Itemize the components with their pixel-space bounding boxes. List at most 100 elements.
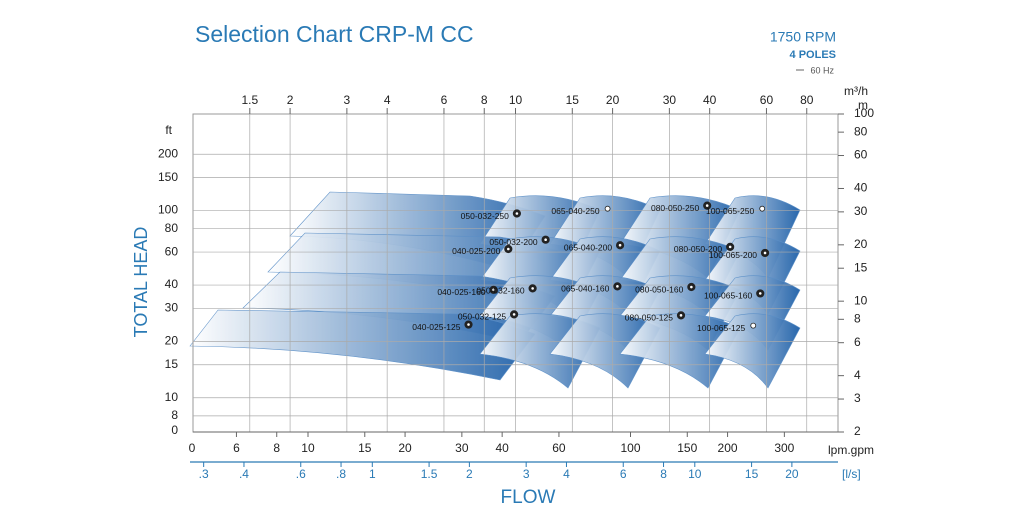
x-axis-label: FLOW <box>501 487 556 508</box>
y-tick-label: 80 <box>854 124 868 138</box>
poles: 4 POLES <box>790 49 836 61</box>
pump-region <box>704 313 801 389</box>
x3-tick-label: 6 <box>620 467 627 481</box>
frequency: 60 Hz <box>810 65 834 75</box>
y2-tick-label: 150 <box>158 170 178 184</box>
x3-tick-label: 1 <box>369 467 376 481</box>
x-tick-label: 3 <box>344 93 351 107</box>
pump-marker-ring <box>618 243 622 247</box>
pump-marker-ring <box>512 313 516 316</box>
x3-tick-label: .4 <box>239 467 249 481</box>
x3-tick-label: 2 <box>466 467 473 481</box>
pump-marker <box>604 205 611 212</box>
y2-tick-label: 80 <box>165 221 179 235</box>
x3-tick-label: 8 <box>660 467 667 481</box>
pump-label: 100-065-200 <box>709 250 757 260</box>
pump-marker-ring <box>492 288 495 292</box>
pump-label: 050-032-200 <box>489 237 537 247</box>
x-tick-label: 40 <box>703 93 717 107</box>
y2-tick-label: 20 <box>165 334 179 348</box>
x2-tick-label: 40 <box>495 441 509 455</box>
y-tick-label: 20 <box>854 237 868 251</box>
pump-marker-ring <box>616 285 619 288</box>
y-tick-label: 40 <box>854 181 868 195</box>
pump-marker <box>750 322 757 329</box>
x3-tick-label: 15 <box>745 467 759 481</box>
pump-marker-ring <box>515 212 519 215</box>
pump-label: 050-032-160 <box>476 286 524 296</box>
y-axis-label: TOTAL HEAD <box>131 227 151 338</box>
y2-unit: ft <box>165 123 172 137</box>
pump-label: 100-065-250 <box>706 206 754 216</box>
y-tick-label: 6 <box>854 335 861 349</box>
x-tick-label: 30 <box>663 93 677 107</box>
pump-region <box>189 309 536 381</box>
x3-tick-label: 3 <box>523 467 530 481</box>
x2-tick-label: 10 <box>301 441 315 455</box>
pump-label: 040-025-160 <box>437 287 485 297</box>
y-tick-label: 15 <box>854 260 868 274</box>
x3-tick-label: 10 <box>688 467 702 481</box>
x2-tick-label: 150 <box>677 441 697 455</box>
pump-label: 050-032-250 <box>461 211 509 221</box>
pump-marker-ring <box>705 204 709 207</box>
y2-tick-label: 15 <box>165 357 179 371</box>
pump-marker-ring <box>467 323 470 326</box>
x2-tick-label: 30 <box>455 441 469 455</box>
y-tick-label: 100 <box>854 106 874 120</box>
y-tick-label: 4 <box>854 368 861 382</box>
x2-tick-label: 15 <box>358 441 372 455</box>
pump-label: 065-040-200 <box>564 242 612 252</box>
x3-tick-label: .3 <box>199 467 209 481</box>
x3-unit: [l/s] <box>842 467 861 481</box>
pump-marker-ring <box>679 314 683 317</box>
y2-tick-label: 30 <box>165 301 179 315</box>
pump-marker-ring <box>690 285 693 289</box>
y-unit: m <box>858 98 868 112</box>
pump-marker-ring <box>763 251 767 255</box>
speed: 1750 RPM <box>770 29 836 45</box>
pump-label: 080-050-250 <box>651 203 699 213</box>
pump-marker-ring <box>728 245 732 249</box>
x2-tick-label: 100 <box>620 441 640 455</box>
x2-zero-label: 0 <box>189 441 196 455</box>
y2-tick-label: 200 <box>158 146 178 160</box>
y-tick-label: 2 <box>854 424 861 438</box>
y2-tick-label: 100 <box>158 203 178 217</box>
y2-tick-label: 40 <box>165 277 179 291</box>
x-tick-label: 8 <box>481 93 488 107</box>
pump-label: 050-032-125 <box>458 312 506 322</box>
x-tick-label: 80 <box>800 93 814 107</box>
x2-tick-label: 8 <box>273 441 280 455</box>
y-tick-label: 3 <box>854 391 861 405</box>
x-tick-label: 10 <box>509 93 523 107</box>
x-tick-label: 20 <box>606 93 620 107</box>
y2-zero-label: 0 <box>171 423 178 437</box>
pump-marker <box>759 205 766 212</box>
y-tick-label: 60 <box>854 148 868 162</box>
x-tick-label: 2 <box>287 93 294 107</box>
pump-marker-ring <box>544 238 547 242</box>
pump-label: 080-050-160 <box>635 284 683 294</box>
x3-tick-label: 4 <box>563 467 570 481</box>
y-tick-label: 10 <box>854 293 868 307</box>
pump-label: 040-025-200 <box>452 246 500 256</box>
x2-tick-label: 300 <box>774 441 794 455</box>
pump-label: 100-065-160 <box>704 291 752 301</box>
x-tick-label: 15 <box>566 93 580 107</box>
pump-label: 100-065-125 <box>697 323 745 333</box>
pump-marker-ring <box>507 247 510 251</box>
x-unit: m³/h <box>844 84 868 98</box>
x3-tick-label: .6 <box>296 467 306 481</box>
y-tick-label: 8 <box>854 311 861 325</box>
y2-tick-label: 8 <box>171 408 178 422</box>
pump-label: 080-050-125 <box>625 313 673 323</box>
chart-title: Selection Chart CRP-M CC <box>195 21 474 47</box>
y2-tick-label: 60 <box>165 244 179 258</box>
pump-marker-ring <box>531 287 534 290</box>
x2-tick-label: 200 <box>718 441 738 455</box>
x2-tick-label: 20 <box>398 441 412 455</box>
pump-label: 080-050-200 <box>674 244 722 254</box>
axes: 1.5 2 3 4 6 8 10 15 20 30 40 60 80810152030406080100… <box>158 93 874 481</box>
